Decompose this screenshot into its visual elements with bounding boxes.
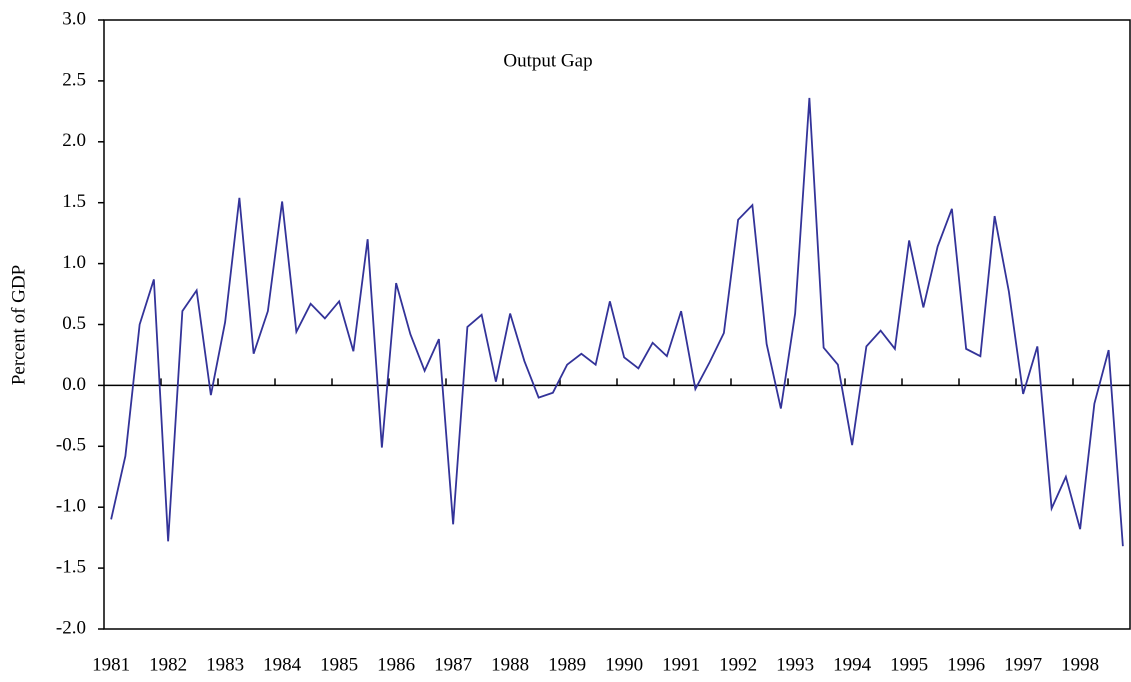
plot-frame — [103, 19, 1131, 630]
y-tick-label: 3.0 — [62, 8, 86, 29]
y-axis-label: Percent of GDP — [8, 265, 29, 385]
y-tick-label: 2.5 — [62, 69, 86, 90]
x-tick-label: 1987 — [434, 654, 472, 675]
chart-title: Output Gap — [503, 50, 592, 71]
y-tick-label: -2.0 — [56, 617, 86, 638]
x-tick-label: 1982 — [149, 654, 187, 675]
y-tick-label: -1.5 — [56, 556, 86, 577]
x-tick-label: 1996 — [947, 654, 985, 675]
y-tick-label: 1.0 — [62, 252, 86, 273]
x-tick-label: 1985 — [320, 654, 358, 675]
x-tick-label: 1990 — [605, 654, 643, 675]
y-tick-label: -1.0 — [56, 496, 86, 517]
y-tick-label: 1.5 — [62, 191, 86, 212]
y-tick-label: 0.5 — [62, 313, 86, 334]
y-tick-label: -0.5 — [56, 435, 86, 456]
x-tick-label: 1991 — [662, 654, 700, 675]
x-tick-label: 1981 — [92, 654, 130, 675]
x-tick-label: 1988 — [491, 654, 529, 675]
x-tick-label: 1992 — [719, 654, 757, 675]
x-tick-label: 1989 — [548, 654, 586, 675]
y-tick-label: 2.0 — [62, 130, 86, 151]
data-line — [110, 97, 1124, 547]
y-tick-label: 0.0 — [62, 374, 86, 395]
x-tick-label: 1993 — [776, 654, 814, 675]
x-tick-label: 1994 — [833, 654, 872, 675]
x-tick-label: 1983 — [206, 654, 244, 675]
x-tick-label: 1986 — [377, 654, 415, 675]
x-tick-label: 1984 — [263, 654, 302, 675]
x-tick-label: 1998 — [1061, 654, 1099, 675]
x-tick-label: 1995 — [890, 654, 928, 675]
x-tick-label: 1997 — [1004, 654, 1042, 675]
